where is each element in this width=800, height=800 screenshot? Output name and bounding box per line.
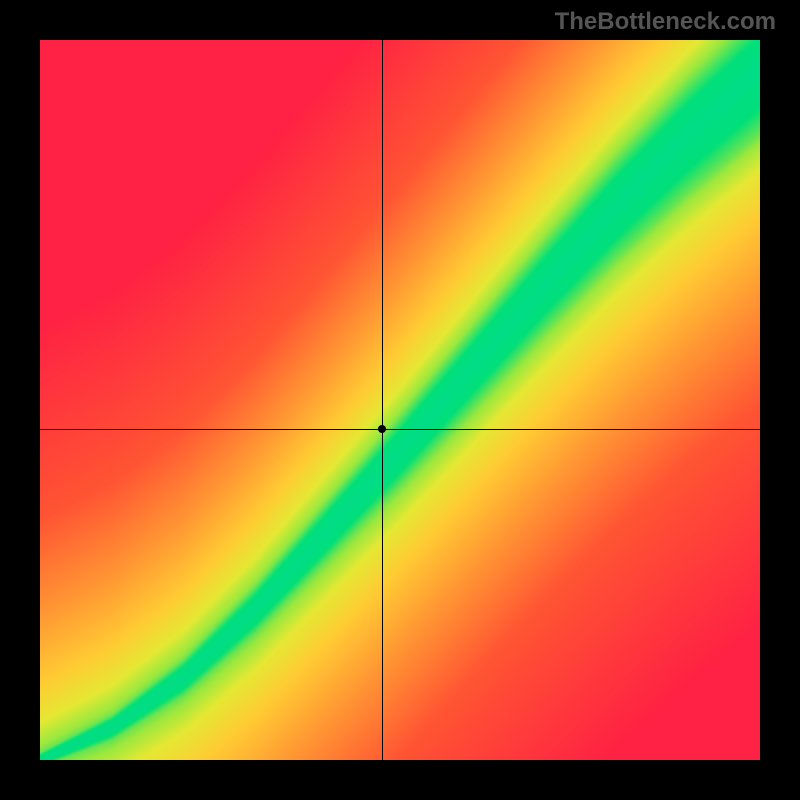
watermark-text: TheBottleneck.com — [555, 8, 776, 36]
crosshair-marker — [378, 425, 386, 433]
crosshair-vertical — [382, 40, 383, 760]
crosshair-horizontal — [40, 429, 760, 430]
heatmap-plot-area — [40, 40, 760, 760]
heatmap-canvas — [40, 40, 760, 760]
